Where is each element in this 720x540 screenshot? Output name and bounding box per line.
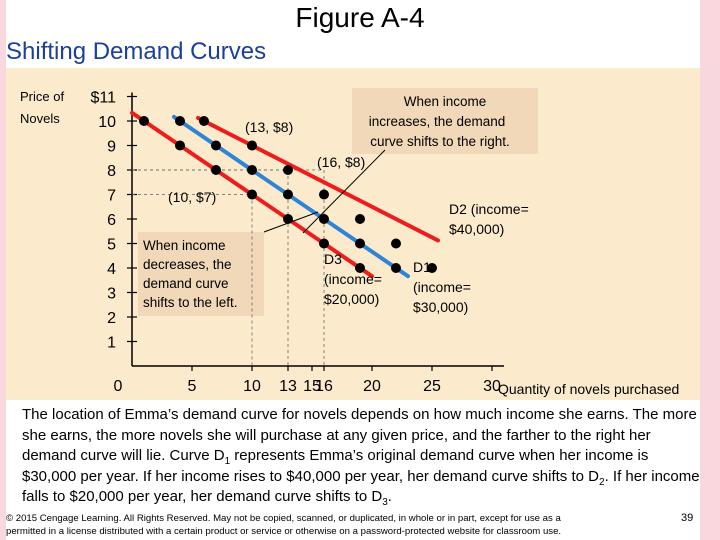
annotation-point-10-7: (10, $7) xyxy=(168,189,216,205)
shift-right-text-line-3: curve shifts to the right. xyxy=(370,134,510,149)
curve-label-d1: $30,000) xyxy=(413,299,468,315)
shift-left-pointer xyxy=(263,211,319,233)
y-tick-label: 3 xyxy=(107,286,116,303)
x-axis-label: Quantity of novels purchased xyxy=(498,381,679,397)
shift-left-text-line-3: demand curve xyxy=(143,276,229,291)
slide-subtitle: Shifting Demand Curves xyxy=(6,38,267,65)
data-point-d3 xyxy=(247,189,257,200)
data-point-d3 xyxy=(283,214,293,224)
y-axis-label-line-1: Price of xyxy=(20,89,64,104)
data-point-d3 xyxy=(139,116,149,126)
curve-label-d2: D2 (income= xyxy=(449,201,529,217)
y-tick-label: 5 xyxy=(107,237,116,254)
shift-right-text-line-2: increases, the demand xyxy=(369,114,506,129)
y-tick-label: 2 xyxy=(107,310,116,327)
data-point-d1 xyxy=(175,116,185,126)
slide-title: Figure A-4 xyxy=(295,2,425,33)
shift-right-text-line-1: When income xyxy=(404,94,487,109)
data-point-d2 xyxy=(247,140,257,151)
data-point-d2 xyxy=(427,263,437,273)
shift-right-box xyxy=(352,88,538,154)
curve-label-d3: (income= xyxy=(324,271,382,287)
figure-caption: The location of Emma’s demand curve for … xyxy=(22,405,702,508)
demand-curve-d2 xyxy=(196,115,440,243)
curve-label-d2: $40,000) xyxy=(449,221,504,237)
y-tick-label: 8 xyxy=(107,163,116,180)
data-point-d1 xyxy=(319,214,329,224)
caption-part-4: . xyxy=(387,488,392,505)
data-point-d3 xyxy=(319,238,329,249)
y-axis-label-line-2: Novels xyxy=(20,111,60,126)
caption-sub-1: 1 xyxy=(224,456,231,467)
slide-edge-right xyxy=(700,0,720,540)
page-number: 39 xyxy=(681,512,694,524)
data-point-d3 xyxy=(355,263,365,273)
y-tick-label: $11 xyxy=(90,90,116,107)
x-tick-label: 0 xyxy=(114,378,123,395)
curve-label-d3: D3 xyxy=(324,251,342,267)
x-tick-label: 5 xyxy=(188,378,197,395)
data-point-d1 xyxy=(211,140,221,151)
data-point-d2 xyxy=(283,165,293,175)
data-point-d2 xyxy=(391,238,401,249)
caption-part-3: . If her income falls to $20,000 per yea… xyxy=(22,467,700,506)
y-tick-label: 4 xyxy=(107,261,116,278)
x-tick-label: 15 xyxy=(303,378,321,395)
x-tick-label: 13 xyxy=(279,378,297,395)
data-point-d1 xyxy=(247,165,257,175)
data-point-d2 xyxy=(199,116,209,126)
caption-part-2: represents Emma’s original demand curve … xyxy=(22,447,649,485)
x-tick-label: 30 xyxy=(483,378,501,395)
data-point-d1 xyxy=(391,263,401,273)
curve-label-d1: (income= xyxy=(413,279,471,295)
caption-sub-2: 2 xyxy=(599,476,605,488)
copyright-notice: © 2015 Cengage Learning. All Rights Rese… xyxy=(6,513,646,538)
caption-sub-3: 3 xyxy=(382,497,388,508)
shift-left-text-line-1: When income xyxy=(143,238,226,253)
shift-left-text-line-4: shifts to the left. xyxy=(143,295,238,310)
y-tick-label: 7 xyxy=(107,188,116,205)
data-point-d3 xyxy=(175,140,185,151)
y-tick-label: 10 xyxy=(98,114,116,131)
y-tick-label: 9 xyxy=(107,139,116,156)
slide-edge-left xyxy=(0,0,6,540)
shift-left-text-line-2: decreases, the xyxy=(143,257,232,272)
copyright-line-1: © 2015 Cengage Learning. All Rights Rese… xyxy=(6,513,561,524)
x-tick-label: 10 xyxy=(243,378,261,395)
data-point-d3 xyxy=(211,165,221,175)
shift-left-box xyxy=(138,232,264,316)
annotation-point-13-8: (13, $8) xyxy=(245,119,293,135)
data-point-d2 xyxy=(319,189,329,200)
data-point-d1 xyxy=(355,238,365,249)
x-tick-label: 16 xyxy=(315,378,333,395)
shift-right-pointer xyxy=(302,149,386,234)
caption-part-1: The location of Emma’s demand curve for … xyxy=(22,406,697,464)
curve-label-d3: $20,000) xyxy=(324,291,379,307)
y-tick-label: 1 xyxy=(107,335,116,352)
x-tick-label: 25 xyxy=(423,378,441,395)
curve-label-d1: D1 xyxy=(413,259,431,275)
y-tick-label: 6 xyxy=(107,212,116,229)
data-point-d2 xyxy=(355,214,365,224)
annotation-point-16-8: (16, $8) xyxy=(317,154,365,170)
x-tick-label: 20 xyxy=(363,378,381,395)
data-point-d1 xyxy=(283,189,293,200)
copyright-line-2: permitted in a license distributed with … xyxy=(6,525,562,537)
